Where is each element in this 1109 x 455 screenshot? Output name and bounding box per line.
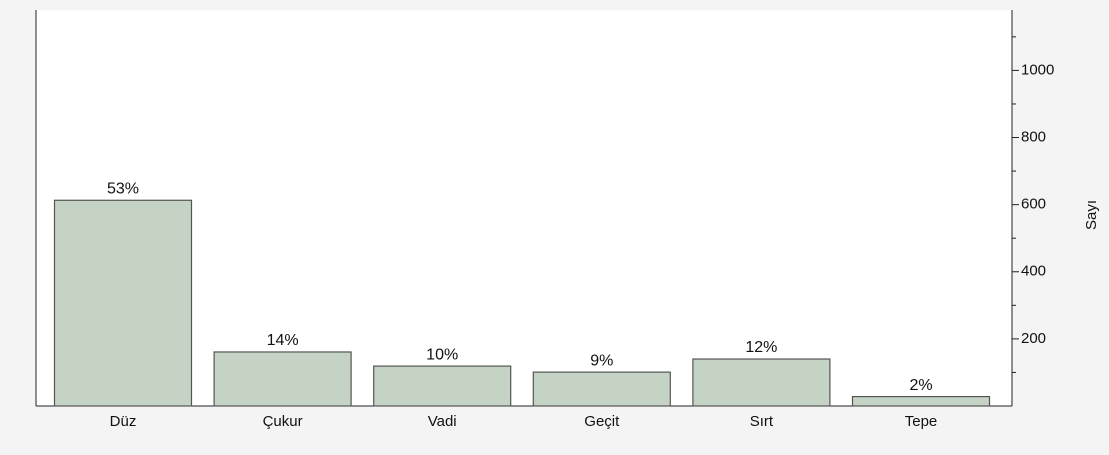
data-label: 9% [590, 352, 613, 369]
y-axis-label: Sayı [1083, 200, 1100, 230]
x-tick-label: Geçit [584, 413, 620, 430]
bar [532, 371, 671, 407]
bar [851, 396, 991, 407]
y-tick-label: 800 [1021, 128, 1046, 145]
y-tick-label: 600 [1021, 196, 1046, 213]
plot-area [36, 10, 1012, 406]
bar [53, 199, 193, 407]
x-tick-label: Sırt [750, 413, 774, 430]
x-tick-label: Çukur [263, 413, 303, 430]
data-label: 53% [107, 181, 139, 198]
bar [373, 365, 512, 407]
data-label: 10% [426, 346, 458, 363]
y-tick-label: 400 [1021, 263, 1046, 280]
y-tick-label: 200 [1021, 330, 1046, 347]
y-tick-label: 1000 [1021, 61, 1054, 78]
bar [213, 351, 352, 407]
x-tick-label: Vadi [428, 413, 457, 430]
data-label: 12% [745, 339, 777, 356]
data-label: 14% [267, 332, 299, 349]
bar [692, 358, 831, 407]
x-tick-label: Tepe [905, 413, 938, 430]
x-tick-label: Düz [110, 413, 137, 430]
data-label: 2% [909, 377, 932, 394]
